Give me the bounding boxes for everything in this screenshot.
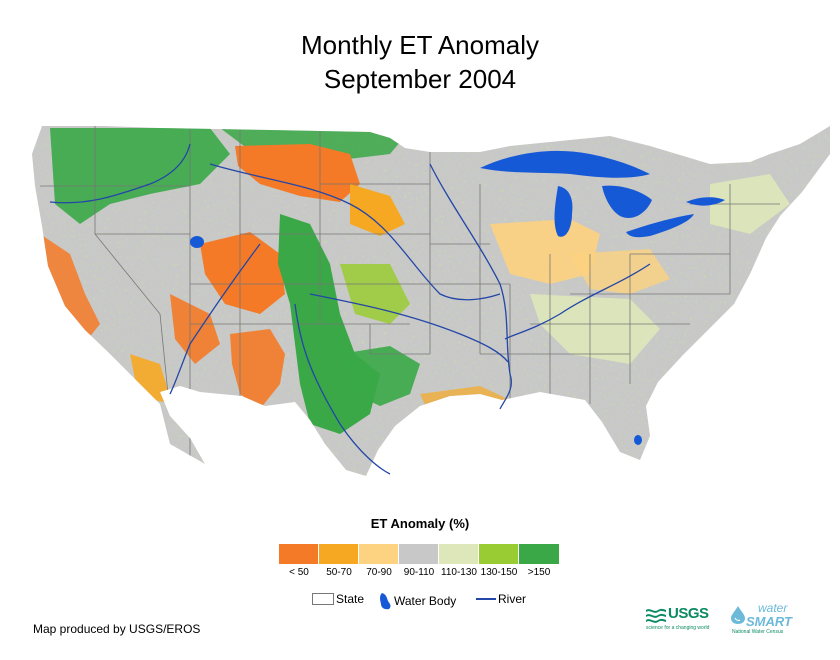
usgs-wave-icon (646, 608, 666, 623)
river-columbia (49, 143, 191, 204)
water-great-salt-lake (190, 236, 204, 248)
key-river: River (474, 592, 526, 606)
river-line-icon (476, 598, 496, 600)
legend-label: >150 (527, 567, 551, 578)
water-lake-erie (626, 214, 694, 238)
watersmart-word-water: water (758, 601, 788, 615)
watersmart-tagline: National Water Census (732, 629, 784, 635)
credit-text: Map produced by USGS/EROS (33, 622, 201, 636)
legend-swatch-90-110 (399, 544, 439, 564)
map-subtitle-date: September 2004 (323, 64, 517, 94)
water-lake-okeechobee (634, 435, 642, 445)
water-lake-michigan (554, 186, 573, 237)
legend-swatch-lt50 (279, 544, 319, 564)
river-rio-grande (294, 303, 391, 475)
anomaly-patch-california-orange (130, 354, 172, 404)
river-ohio (504, 263, 651, 340)
usgs-tagline: science for a changing world (646, 625, 710, 631)
legend-swatch-110-130 (439, 544, 479, 564)
key-state: State (312, 592, 364, 606)
river-mississippi (429, 163, 512, 410)
anomaly-patch-texas-green (340, 346, 420, 406)
legend-label: < 50 (289, 567, 309, 578)
usgs-logo: USGS (668, 605, 709, 622)
anomaly-patch-southeast-lightgreen (530, 294, 660, 364)
anomaly-patch-dakotas-orange (350, 184, 405, 236)
legend-swatch-70-90 (359, 544, 399, 564)
key-water-body: Water Body (376, 592, 456, 610)
water-body-icon (380, 593, 391, 610)
river-colorado (169, 243, 261, 395)
conus-et-anomaly-map (32, 126, 830, 476)
anomaly-patch-arizona-orange (230, 329, 285, 409)
anomaly-patch-four-corners-orange (170, 294, 220, 364)
state-outline-icon (312, 593, 334, 605)
water-lake-superior (480, 150, 650, 178)
legend-labels: < 50 50-70 70-90 90-110 110-130 130-150 … (279, 567, 563, 581)
legend-swatch-130-150 (479, 544, 519, 564)
legend-swatches (279, 544, 559, 564)
key-river-label: River (498, 592, 527, 606)
anomaly-patch-northern-plains-orange (235, 144, 360, 202)
anomaly-patch-west-coast-orange (40, 234, 100, 339)
legend-label: 70-90 (366, 567, 392, 578)
legend-swatch-gt150 (519, 544, 559, 564)
anomaly-patch-great-basin-orange (200, 232, 285, 314)
river-missouri (209, 163, 501, 301)
watersmart-logo: SMART (746, 614, 792, 629)
water-lake-ontario (686, 197, 725, 206)
agency-logos: USGS science for a changing world water … (646, 601, 816, 637)
water-drop-icon (731, 606, 745, 624)
key-state-label: State (336, 592, 365, 606)
anomaly-patch-ohio-valley-lightorange (570, 249, 670, 294)
anomaly-patch-kansas-green (340, 264, 410, 324)
legend-label: 50-70 (326, 567, 352, 578)
map-title: Monthly ET Anomaly (301, 30, 539, 60)
legend-swatch-50-70 (319, 544, 359, 564)
river-arkansas (309, 293, 509, 363)
legend-label: 110-130 (441, 567, 477, 578)
legend-label: 130-150 (480, 567, 518, 578)
legend-label: 90-110 (403, 567, 435, 578)
legend-title: ET Anomaly (%) (370, 516, 470, 531)
state-boundaries (40, 126, 780, 476)
water-lake-huron (602, 185, 652, 219)
anomaly-patch-midwest-lightorange (490, 219, 600, 284)
key-water-body-label: Water Body (394, 594, 457, 608)
